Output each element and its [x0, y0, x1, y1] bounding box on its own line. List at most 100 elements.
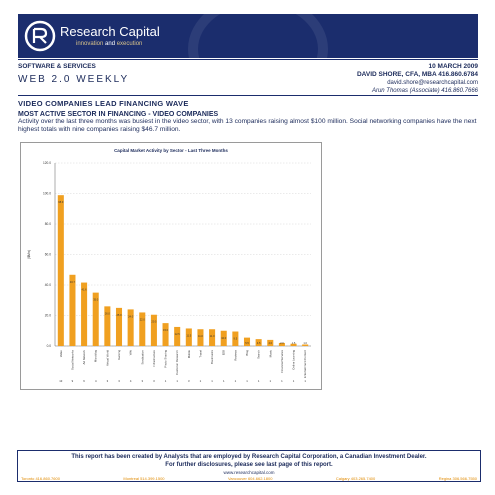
x-category-label: Social Networks — [70, 349, 74, 370]
bar — [162, 323, 169, 346]
company-count-label: 1 — [211, 379, 213, 383]
x-category-label: Mobile — [187, 350, 191, 359]
section-label: SOFTWARE & SERVICES — [18, 63, 96, 70]
bar — [57, 195, 64, 346]
x-category-label: Search — [257, 350, 261, 359]
bar — [139, 312, 146, 346]
bar-value-label: 4.0 — [268, 341, 272, 345]
x-category-label: Financial Services — [280, 349, 284, 372]
publication-title: WEB 2.0 WEEKLY — [18, 74, 130, 85]
bar-value-label: 2.0 — [280, 341, 284, 345]
header-banner: Research Capital innovation and executio… — [18, 14, 478, 58]
company-count-label: 1 — [246, 379, 248, 383]
footer-website[interactable]: www.researchcapital.com — [223, 470, 275, 475]
banner-swoosh — [188, 14, 328, 58]
bar — [104, 306, 111, 346]
bar-value-label: 1.0 — [303, 341, 307, 345]
company-count-label: 1 — [176, 379, 178, 383]
company-count-label: 3 — [107, 379, 109, 383]
y-tick-label: 20.0 — [45, 314, 51, 318]
brand-name: Research Capital — [60, 24, 160, 39]
bar-value-label: 15.0 — [163, 328, 169, 332]
x-category-label: Ad Network — [82, 349, 86, 364]
report-date: 10 MARCH 2009 — [428, 63, 479, 70]
bar — [92, 292, 99, 346]
article-headline: VIDEO COMPANIES LEAD FINANCING WAVE — [18, 99, 189, 108]
x-category-label: Music — [268, 349, 272, 357]
bar-value-label: 11.0 — [198, 334, 203, 338]
company-count-label: 1 — [269, 379, 271, 383]
company-count-label: 1 — [235, 379, 237, 383]
office-montreal: Montreal 514.399.1500 — [123, 476, 165, 481]
y-tick-label: 40.0 — [45, 283, 51, 287]
bar — [69, 274, 76, 346]
bar — [81, 282, 88, 346]
bar — [243, 337, 251, 346]
bar-value-label: 5.5 — [245, 341, 249, 345]
bar-value-label: 46.7 — [70, 280, 76, 284]
bar-value-label: 11.0 — [210, 334, 215, 338]
company-count-label: 6 — [83, 379, 85, 383]
bar — [255, 339, 262, 346]
company-count-label: 1 — [281, 379, 283, 383]
bar — [302, 344, 309, 346]
article-subhead: MOST ACTIVE SECTOR IN FINANCING - VIDEO … — [18, 111, 219, 118]
bar-value-label: 24.0 — [128, 314, 134, 318]
bar-value-label: 26.0 — [105, 311, 111, 315]
bar — [267, 339, 274, 346]
bar-value-label: 25.0 — [116, 313, 122, 317]
x-category-label: Gaming — [117, 350, 121, 360]
bar-value-label: 12.5 — [175, 332, 181, 336]
bar — [127, 309, 134, 346]
research-capital-logo-icon — [24, 20, 56, 52]
y-tick-label: 120.0 — [43, 161, 51, 165]
company-count-label: 9 — [72, 379, 74, 383]
bar — [150, 314, 157, 346]
brand-tagline: innovation and execution — [76, 41, 143, 47]
office-list: Toronto 416.860.7600 Montreal 514.399.15… — [18, 476, 480, 481]
x-category-label: Syndication — [140, 350, 144, 365]
company-count-label: 1 — [304, 379, 306, 383]
office-vancouver: Vancouver 604.662.1800 — [228, 476, 273, 481]
company-count-label: 1 — [165, 379, 167, 383]
x-category-label: Video — [59, 350, 63, 358]
office-regina: Regina 306.566.7550 — [438, 476, 477, 481]
x-category-label: Bookmarks — [210, 349, 214, 364]
bar-value-label: 41.6 — [82, 288, 88, 292]
company-count-label: 3 — [153, 379, 155, 383]
disclosure-footer: This report has been created by Analysts… — [17, 450, 481, 482]
analyst-email[interactable]: david.shore@researchcapital.com — [387, 80, 478, 86]
company-count-label: 1 — [293, 379, 295, 383]
x-category-label: B2B — [222, 350, 226, 355]
chart-canvas: Capital Market Activity by Sector - Last… — [27, 148, 311, 383]
company-count-label: 4 — [95, 379, 97, 383]
x-category-label: Photo Sharing — [164, 350, 168, 368]
bar-value-label: 11.5 — [186, 333, 191, 337]
company-count-label: 3 — [118, 379, 120, 383]
company-count-label: 1 — [223, 379, 225, 383]
chart-title: Capital Market Activity by Sector - Last… — [114, 148, 228, 153]
header-divider — [18, 59, 478, 60]
x-category-label: Reviews — [233, 349, 237, 360]
y-tick-label: 60.0 — [45, 253, 51, 257]
company-count-label: 13 — [59, 379, 63, 383]
bar — [278, 342, 285, 346]
company-count-label: 1 — [200, 379, 202, 383]
bar-value-label: 98.9 — [58, 200, 64, 204]
bar — [232, 331, 239, 346]
company-count-label: 3 — [188, 379, 190, 383]
bar — [197, 329, 204, 346]
analyst-name: DAVID SHORE, CFA, MBA 416.860.6784 — [356, 71, 478, 78]
y-tick-label: 80.0 — [45, 222, 51, 226]
x-category-label: Entertainment Content — [303, 350, 307, 378]
bar-value-label: 4.5 — [257, 341, 261, 345]
article-summary: Activity over the last three months was … — [18, 118, 477, 133]
bar-value-label: 22.0 — [140, 317, 146, 321]
y-axis-label: ($Mn) — [27, 250, 31, 259]
company-count-label: 1 — [258, 379, 260, 383]
bar-value-label: 20.5 — [151, 320, 157, 324]
associate-analyst: Arun Thomas (Associate) 416.860.7666 — [371, 88, 478, 94]
title-divider — [18, 95, 478, 96]
bar — [115, 307, 123, 346]
bar-value-label: 9.5 — [234, 337, 238, 341]
